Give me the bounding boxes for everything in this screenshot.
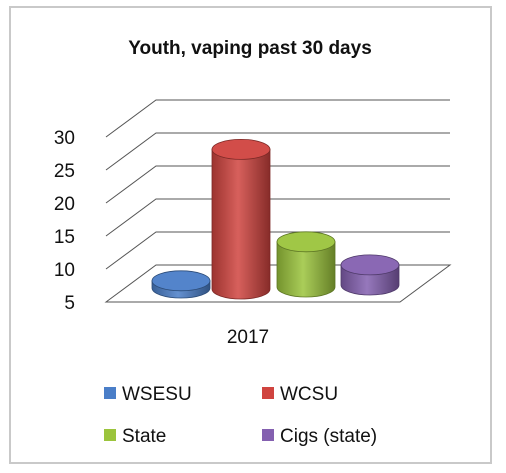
legend-label: State xyxy=(122,426,166,447)
y-tick-label: 25 xyxy=(54,161,75,182)
bar-cigs-state xyxy=(340,254,400,296)
bar-body xyxy=(211,149,271,300)
bar-state xyxy=(276,231,336,298)
bar-wcsu xyxy=(211,138,271,300)
legend-item: WSESU xyxy=(104,384,192,405)
legend: WSESU WCSU State Cigs (state) xyxy=(104,384,377,447)
category-label: 2017 xyxy=(227,327,269,348)
legend-label: Cigs (state) xyxy=(280,426,377,447)
legend-swatch xyxy=(104,387,116,399)
y-tick-label: 20 xyxy=(54,194,75,215)
y-axis-ticks: 5 10 15 20 25 30 xyxy=(54,128,75,314)
bars xyxy=(151,138,400,300)
legend-label: WCSU xyxy=(280,384,338,405)
gridline xyxy=(105,165,450,204)
gridline xyxy=(105,132,450,171)
y-tick-label: 5 xyxy=(64,293,75,314)
bar-top xyxy=(276,231,336,253)
legend-label: WSESU xyxy=(122,384,192,405)
gridline xyxy=(105,198,450,237)
legend-swatch xyxy=(104,429,116,441)
legend-swatch xyxy=(262,387,274,399)
chart-title: Youth, vaping past 30 days xyxy=(128,38,372,59)
bar-top xyxy=(151,270,211,292)
bar-top xyxy=(340,254,400,276)
bar-wsesu xyxy=(151,270,211,299)
legend-item: Cigs (state) xyxy=(262,426,377,447)
legend-swatch xyxy=(262,429,274,441)
y-tick-label: 30 xyxy=(54,128,75,149)
y-tick-label: 15 xyxy=(54,227,75,248)
legend-item: State xyxy=(104,426,166,447)
y-tick-label: 10 xyxy=(54,260,75,281)
legend-item: WCSU xyxy=(262,384,338,405)
gridline xyxy=(105,231,450,270)
bar-body xyxy=(276,241,336,298)
bar-top xyxy=(211,138,271,160)
gridline xyxy=(105,99,450,138)
